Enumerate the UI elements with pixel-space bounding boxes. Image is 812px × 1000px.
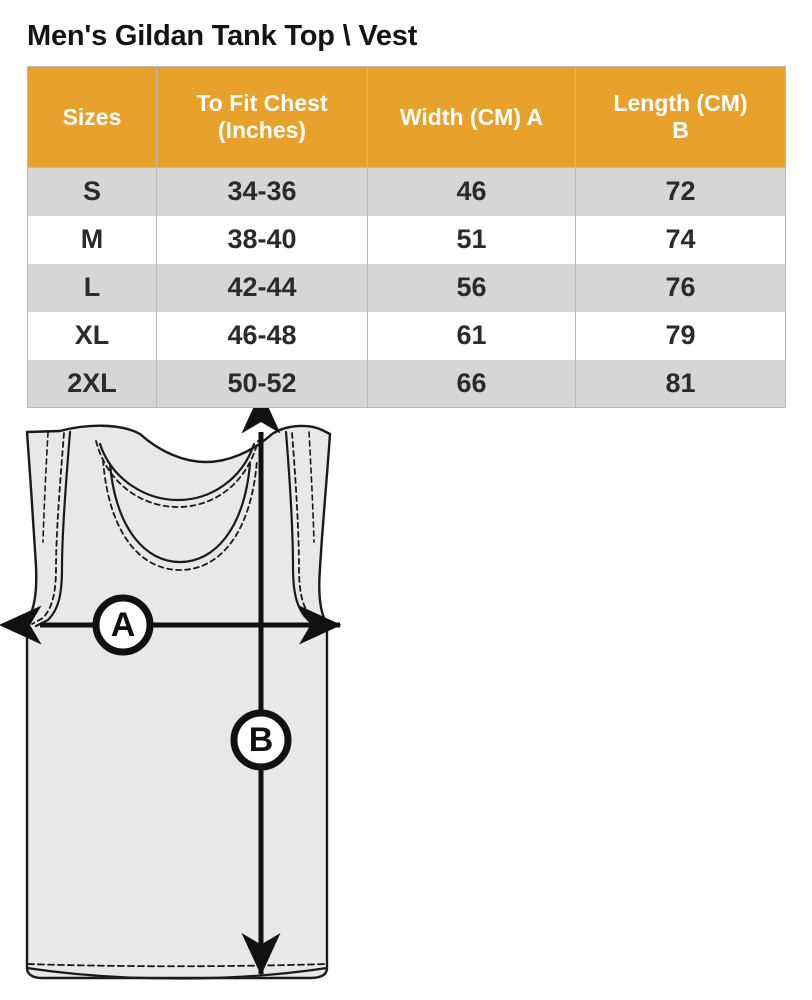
cell-length: 72: [575, 167, 786, 216]
cell-width: 61: [367, 311, 576, 360]
marker-a-label: A: [111, 606, 136, 644]
marker-b-label: B: [249, 721, 274, 759]
hem-stitch-icon: [27, 963, 327, 968]
page-title: Men's Gildan Tank Top \ Vest: [27, 20, 418, 52]
table-row: XL 46-48 61 79: [27, 311, 786, 360]
garment-diagram: A B: [0, 408, 812, 1000]
marker-a-circle: [92, 594, 154, 656]
cell-width: 51: [367, 215, 576, 264]
table-row: L 42-44 56 76: [27, 263, 786, 312]
measurement-b-group: B: [230, 408, 292, 976]
column-header-width: Width (CM) A: [367, 66, 576, 168]
table-row: M 38-40 51 74: [27, 215, 786, 264]
column-header-length: Length (CM) B: [575, 66, 786, 168]
cell-width: 56: [367, 263, 576, 312]
cell-size: XL: [27, 311, 157, 360]
cell-width: 46: [367, 167, 576, 216]
hem-edge: [25, 966, 329, 980]
cell-length: 79: [575, 311, 786, 360]
front-neckline-seam: [108, 462, 252, 564]
measurement-a-group: A: [0, 594, 342, 656]
cell-chest: 46-48: [156, 311, 368, 360]
size-table: Sizes To Fit Chest (Inches) Width (CM) A…: [27, 66, 786, 408]
cell-length: 74: [575, 215, 786, 264]
right-strap-stitch-icon: [308, 431, 315, 543]
cell-length: 76: [575, 263, 786, 312]
marker-b-circle: [230, 709, 292, 771]
tank-top-outline: [25, 424, 332, 980]
table-row: S 34-36 46 72: [27, 167, 786, 216]
column-header-sizes: Sizes: [27, 66, 157, 168]
cell-size: S: [27, 167, 157, 216]
back-collar-seam: [98, 442, 256, 502]
cell-size: L: [27, 263, 157, 312]
cell-chest: 38-40: [156, 215, 368, 264]
cell-chest: 50-52: [156, 359, 368, 408]
column-header-chest: To Fit Chest (Inches): [156, 66, 368, 168]
cell-size: 2XL: [27, 359, 157, 408]
cell-chest: 42-44: [156, 263, 368, 312]
tank-top-body-group: [25, 424, 332, 980]
left-strap-stitch-icon: [42, 431, 49, 543]
cell-length: 81: [575, 359, 786, 408]
cell-width: 66: [367, 359, 576, 408]
table-header-row: Sizes To Fit Chest (Inches) Width (CM) A…: [27, 66, 786, 168]
cell-chest: 34-36: [156, 167, 368, 216]
cell-size: M: [27, 215, 157, 264]
table-row: 2XL 50-52 66 81: [27, 359, 786, 408]
